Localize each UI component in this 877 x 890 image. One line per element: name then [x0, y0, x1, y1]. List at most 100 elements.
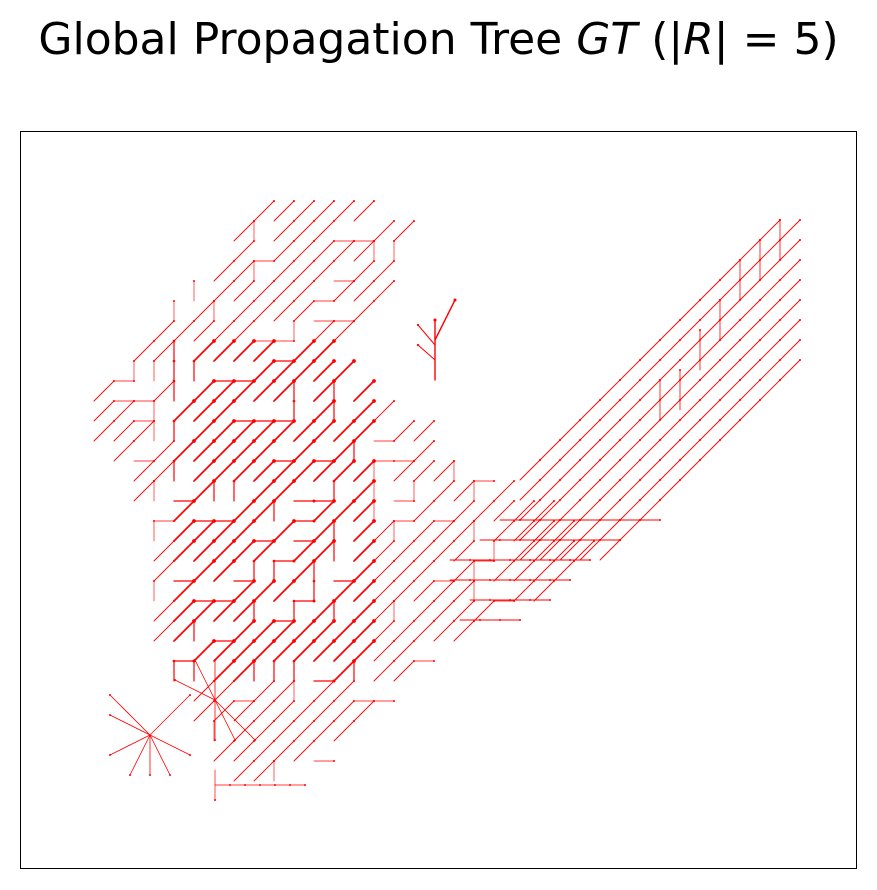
tree-node	[273, 200, 275, 202]
tree-edge	[313, 700, 335, 722]
tree-edge	[373, 280, 395, 302]
tree-node	[253, 760, 255, 762]
tree-node	[153, 400, 155, 402]
tree-edge	[233, 460, 255, 482]
tree-node	[373, 500, 375, 502]
tree-node	[272, 559, 276, 563]
tree-node	[513, 500, 515, 502]
tree-edge	[353, 380, 375, 402]
tree-node	[273, 740, 275, 742]
tree-edge	[699, 319, 721, 341]
tree-node	[619, 539, 621, 541]
tree-edge	[353, 560, 375, 582]
tree-edge	[659, 339, 681, 361]
tree-node	[113, 400, 115, 402]
tree-node	[332, 359, 336, 363]
tree-node	[172, 359, 176, 363]
tree-edge	[213, 600, 235, 622]
tree-node	[232, 539, 236, 543]
tree-edge	[233, 260, 255, 282]
tree-edge	[193, 380, 215, 402]
tree-edge	[213, 640, 235, 662]
tree-node	[153, 480, 155, 482]
tree-edge	[313, 540, 335, 562]
tree-node	[473, 560, 475, 562]
tree-edge	[373, 620, 395, 642]
tree-node	[232, 659, 236, 663]
tree-edge	[293, 420, 315, 442]
tree-edge	[193, 680, 215, 702]
tree-edge	[253, 280, 275, 302]
tree-edge	[579, 399, 601, 421]
tree-node	[212, 419, 216, 423]
tree-node	[332, 419, 336, 423]
tree-edge	[539, 459, 561, 481]
tree-node	[799, 319, 801, 321]
tree-edge	[533, 520, 555, 542]
tree-edge	[93, 400, 115, 422]
tree-node	[372, 619, 376, 623]
tree-edge	[433, 520, 455, 542]
tree-node	[413, 460, 415, 462]
tree-edge	[173, 320, 195, 342]
tree-node	[252, 379, 256, 383]
tree-edge	[553, 520, 575, 542]
tree-edge	[759, 339, 781, 361]
tree-edge	[413, 460, 435, 482]
tree-node	[352, 499, 356, 503]
tree-node	[192, 599, 196, 603]
tree-node	[312, 439, 316, 443]
tree-node	[272, 379, 276, 383]
tree-edge	[353, 420, 375, 442]
tree-edge	[233, 380, 255, 402]
tree-edge	[233, 620, 255, 642]
tree-node	[232, 639, 236, 643]
tree-edge	[293, 700, 315, 722]
tree-edge	[373, 600, 395, 622]
tree-edge	[313, 640, 335, 662]
tree-edge	[213, 260, 235, 282]
tree-edge	[313, 460, 335, 482]
tree-node	[433, 580, 435, 582]
tree-node	[252, 419, 256, 423]
tree-node	[312, 579, 316, 583]
tree-node	[373, 240, 375, 242]
tree-node	[393, 260, 395, 262]
tree-node	[372, 379, 376, 383]
tree-node	[313, 220, 315, 222]
tree-edge	[133, 480, 155, 502]
tree-node	[333, 260, 335, 262]
tree-edge	[313, 400, 335, 422]
tree-node	[149, 774, 151, 776]
tree-node	[513, 520, 515, 522]
tree-node	[759, 239, 761, 241]
tree-edge	[193, 300, 215, 322]
tree-node	[252, 659, 256, 663]
tree-edge	[353, 400, 375, 422]
tree-edge	[599, 459, 621, 481]
tree-node	[332, 599, 336, 603]
tree-edge	[273, 480, 295, 502]
tree-edge	[659, 439, 681, 461]
tree-node	[433, 560, 435, 562]
tree-node	[372, 399, 376, 403]
tree-node	[433, 440, 435, 442]
tree-node	[453, 460, 455, 462]
tree-edge	[253, 760, 275, 782]
tree-node	[213, 680, 215, 682]
tree-node	[433, 600, 435, 602]
tree-node	[433, 520, 435, 522]
tree-edge	[313, 200, 335, 222]
tree-node	[212, 519, 216, 523]
tree-node	[192, 619, 196, 623]
tree-node	[593, 540, 595, 542]
tree-edge	[273, 240, 295, 262]
tree-node	[569, 579, 571, 581]
tree-edge	[233, 240, 255, 262]
tree-node	[473, 620, 475, 622]
tree-edge	[559, 419, 581, 441]
tree-edge	[293, 440, 315, 462]
tree-edge	[759, 299, 781, 321]
tree-node	[212, 379, 216, 383]
tree-edge	[253, 640, 275, 662]
